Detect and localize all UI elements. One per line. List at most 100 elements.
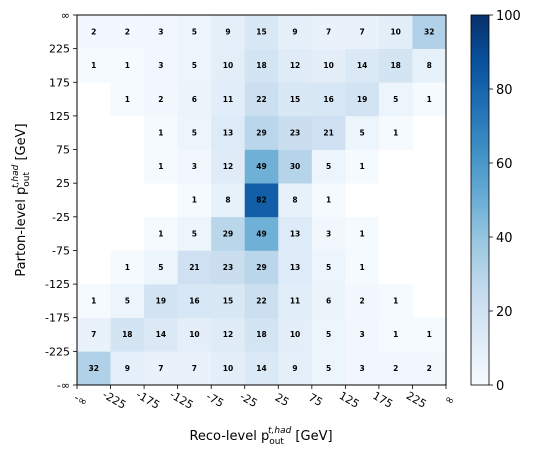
heatmap-cell xyxy=(244,183,279,218)
cell-value-label: 19 xyxy=(156,297,166,306)
heatmap-cell xyxy=(345,149,380,184)
cell-value-label: 22 xyxy=(256,95,266,104)
cell-value-label: 2 xyxy=(393,364,398,373)
heatmap-cell xyxy=(110,284,145,319)
heatmap-cell xyxy=(345,351,380,386)
heatmap-cell xyxy=(311,317,346,352)
heatmap-cell xyxy=(211,15,246,49)
heatmap-cell xyxy=(244,115,279,150)
heatmap-cell xyxy=(311,216,346,251)
y-axis-label: Parton-level poutt,had [GeV] xyxy=(11,123,32,276)
heatmap-cell xyxy=(110,250,145,285)
heatmap-cell xyxy=(77,317,111,352)
heatmap-cell xyxy=(378,15,413,49)
heatmap-cell xyxy=(177,317,212,352)
heatmap-cell xyxy=(211,284,246,319)
cell-value-label: 5 xyxy=(192,229,197,238)
cell-value-label: 5 xyxy=(360,128,365,137)
heatmap-cell xyxy=(177,82,212,117)
heatmap-cell xyxy=(77,351,111,386)
heatmap-cell xyxy=(244,82,279,117)
cell-value-label: 18 xyxy=(256,61,266,70)
cell-value-label: 13 xyxy=(290,229,300,238)
heatmap-cell xyxy=(211,250,246,285)
heatmap-cell xyxy=(278,115,313,150)
cell-value-label: 14 xyxy=(256,364,266,373)
cell-value-label: 1 xyxy=(360,162,365,171)
cell-value-label: 3 xyxy=(158,61,163,70)
heatmap-cell xyxy=(311,284,346,319)
y-tick-label: -175 xyxy=(45,312,70,325)
cell-value-label: 1 xyxy=(125,263,130,272)
heatmap-cell xyxy=(177,351,212,386)
heatmap-cell xyxy=(144,284,178,319)
cell-value-label: 8 xyxy=(225,196,230,205)
cell-value-label: 30 xyxy=(290,162,300,171)
heatmap-cell xyxy=(345,216,380,251)
cell-value-label: 2 xyxy=(360,297,365,306)
colorbar-tick-label: 60 xyxy=(496,157,513,172)
x-tick-label: -∞ xyxy=(72,391,90,409)
cell-value-label: 7 xyxy=(192,364,197,373)
heatmap-cell xyxy=(311,250,346,285)
heatmap-cell xyxy=(278,284,313,319)
cell-value-label: 16 xyxy=(189,297,199,306)
cell-value-label: 1 xyxy=(125,95,130,104)
heatmap-cell xyxy=(345,82,380,117)
cell-value-label: 7 xyxy=(91,330,96,339)
heatmap-cell xyxy=(412,82,447,117)
y-tick-label: -225 xyxy=(45,345,70,358)
cell-value-label: 13 xyxy=(223,128,233,137)
y-tick-label: -125 xyxy=(45,278,70,291)
heatmap-cell xyxy=(177,216,212,251)
y-tick-label: 25 xyxy=(56,177,70,190)
cell-value-label: 1 xyxy=(158,229,163,238)
cell-value-label: 3 xyxy=(326,229,331,238)
cell-value-label: 32 xyxy=(89,364,99,373)
heatmap-cell xyxy=(211,115,246,150)
cell-value-label: 12 xyxy=(223,330,233,339)
cell-value-label: 7 xyxy=(326,28,331,37)
heatmap-cell xyxy=(144,115,178,150)
y-tick-label: -∞ xyxy=(57,379,70,392)
colorbar-tick-label: 20 xyxy=(496,305,513,320)
cell-value-label: 5 xyxy=(326,263,331,272)
heatmap-cell xyxy=(177,183,212,218)
cell-value-label: 21 xyxy=(189,263,199,272)
plot-frame xyxy=(76,14,447,386)
cell-value-label: 5 xyxy=(326,330,331,339)
cell-value-label: 1 xyxy=(192,196,197,205)
cell-value-label: 9 xyxy=(292,28,297,37)
x-tick-label: 225 xyxy=(404,389,429,411)
heatmap-cell xyxy=(345,250,380,285)
cell-value-label: 5 xyxy=(192,28,197,37)
heatmap-cell xyxy=(244,317,279,352)
cell-value-label: 6 xyxy=(326,297,331,306)
cell-value-label: 2 xyxy=(91,28,96,37)
cell-value-label: 10 xyxy=(390,28,400,37)
heatmap-cell xyxy=(211,317,246,352)
heatmap-cell xyxy=(144,15,178,49)
cell-value-label: 12 xyxy=(290,61,300,70)
cell-value-label: 5 xyxy=(158,263,163,272)
cell-value-label: 1 xyxy=(393,330,398,339)
heatmap-cell xyxy=(278,317,313,352)
heatmap-cell xyxy=(311,115,346,150)
heatmap-cell xyxy=(244,284,279,319)
heatmap-cell xyxy=(345,15,380,49)
cell-value-label: 2 xyxy=(125,28,130,37)
y-tick-label: 75 xyxy=(56,144,70,157)
heatmap-cell xyxy=(110,48,145,83)
cell-value-label: 3 xyxy=(192,162,197,171)
cell-value-label: 29 xyxy=(256,263,266,272)
cell-value-label: 14 xyxy=(357,61,367,70)
heatmap-cell xyxy=(278,250,313,285)
heatmap-cell xyxy=(412,317,447,352)
colorbar-ticks: 0 20 40 60 80 100 xyxy=(489,9,521,394)
y-tick-label: 175 xyxy=(49,76,70,89)
heatmap-cell xyxy=(211,82,246,117)
cell-value-label: 10 xyxy=(223,364,233,373)
cell-value-label: 1 xyxy=(158,128,163,137)
heatmap-cell xyxy=(211,183,246,218)
cell-value-label: 1 xyxy=(91,61,96,70)
